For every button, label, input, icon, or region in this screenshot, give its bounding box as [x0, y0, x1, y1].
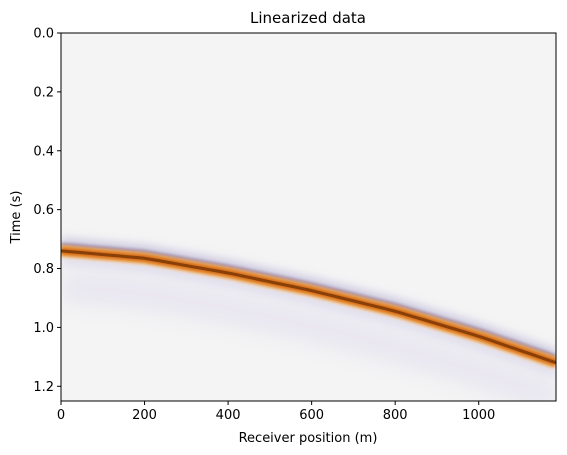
- plot-frame: [60, 32, 557, 402]
- y-tick-label: 0.8: [33, 262, 54, 277]
- y-axis-label: Time (s): [9, 191, 24, 245]
- event-positive-core: [61, 249, 556, 365]
- event-negative-lobe-lower: [61, 256, 556, 375]
- y-tick-label: 0.4: [33, 144, 54, 159]
- event-negative-core: [61, 242, 556, 358]
- x-axis: 0 200 400 600 800 1000: [57, 401, 495, 423]
- chart-title: Linearized data: [250, 9, 366, 27]
- y-tick-label: 0.2: [33, 85, 54, 100]
- x-tick-label: 400: [216, 408, 241, 423]
- x-tick-label: 200: [132, 408, 157, 423]
- x-tick-label: 800: [383, 408, 408, 423]
- reflection-event: [61, 239, 556, 401]
- x-tick-label: 600: [299, 408, 324, 423]
- x-tick-label: 0: [57, 408, 65, 423]
- y-tick-label: 0.6: [33, 203, 54, 218]
- y-tick-label: 1.0: [33, 321, 54, 336]
- x-axis-label: Receiver position (m): [239, 431, 378, 446]
- y-tick-label: 1.2: [33, 380, 54, 395]
- y-axis: 0.0 0.2 0.4 0.6 0.8 1.0 1.2: [33, 27, 61, 395]
- x-tick-label: 1000: [462, 408, 495, 423]
- event-negative-lobe-upper: [61, 239, 556, 358]
- y-tick-label: 0.0: [33, 27, 54, 42]
- event-halo: [61, 272, 556, 401]
- plot-area: [60, 32, 557, 402]
